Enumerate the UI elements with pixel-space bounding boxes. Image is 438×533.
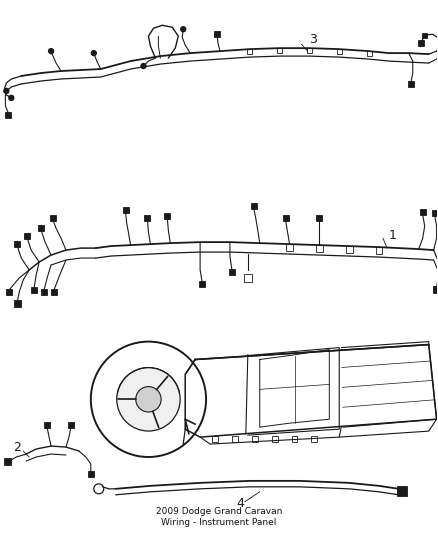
Circle shape xyxy=(136,386,161,412)
Text: 1: 1 xyxy=(389,229,397,241)
Bar xyxy=(5,112,11,118)
Text: 2: 2 xyxy=(14,441,21,454)
Circle shape xyxy=(4,88,9,93)
Bar xyxy=(252,436,258,442)
Circle shape xyxy=(91,342,206,457)
Bar xyxy=(164,213,170,219)
Text: 3: 3 xyxy=(309,33,317,46)
Bar xyxy=(41,289,47,295)
Bar xyxy=(24,233,30,239)
Bar xyxy=(244,274,252,282)
Bar xyxy=(431,211,438,216)
Bar xyxy=(397,486,407,496)
Circle shape xyxy=(9,95,14,100)
Bar xyxy=(316,215,322,221)
Circle shape xyxy=(49,49,53,54)
Bar xyxy=(337,49,342,54)
Bar xyxy=(433,286,438,293)
Bar xyxy=(68,422,74,428)
Bar xyxy=(51,289,57,295)
Bar xyxy=(199,281,205,287)
Bar xyxy=(4,458,11,465)
Bar xyxy=(14,241,20,247)
Circle shape xyxy=(117,368,180,431)
Bar xyxy=(375,247,382,254)
Bar xyxy=(420,209,426,215)
Bar xyxy=(50,215,56,221)
Bar xyxy=(214,31,220,37)
Bar xyxy=(283,215,289,221)
Bar xyxy=(145,215,150,221)
Bar xyxy=(277,47,282,53)
Bar xyxy=(229,269,235,275)
Circle shape xyxy=(94,484,104,494)
Bar xyxy=(38,225,44,231)
Bar xyxy=(307,47,312,53)
Bar xyxy=(31,287,37,293)
Text: 4: 4 xyxy=(236,497,244,510)
Bar xyxy=(212,436,218,442)
Bar xyxy=(14,300,21,308)
Bar xyxy=(272,436,278,442)
Bar xyxy=(123,207,129,213)
Bar xyxy=(7,289,12,295)
Bar xyxy=(251,203,257,209)
Bar xyxy=(292,436,297,442)
Bar xyxy=(311,436,318,442)
Circle shape xyxy=(141,63,146,69)
Bar xyxy=(316,245,323,252)
Bar xyxy=(286,244,293,251)
Circle shape xyxy=(91,51,96,55)
Bar xyxy=(247,49,252,54)
Bar xyxy=(367,51,371,55)
Bar xyxy=(232,436,238,442)
Text: 2009 Dodge Grand Caravan
Wiring - Instrument Panel: 2009 Dodge Grand Caravan Wiring - Instru… xyxy=(156,507,282,527)
Circle shape xyxy=(181,27,186,32)
Bar xyxy=(88,471,94,477)
Bar xyxy=(408,81,414,87)
Bar xyxy=(418,40,424,46)
Bar xyxy=(44,422,50,428)
Bar xyxy=(422,33,427,38)
Polygon shape xyxy=(185,345,437,437)
Bar xyxy=(346,246,353,253)
